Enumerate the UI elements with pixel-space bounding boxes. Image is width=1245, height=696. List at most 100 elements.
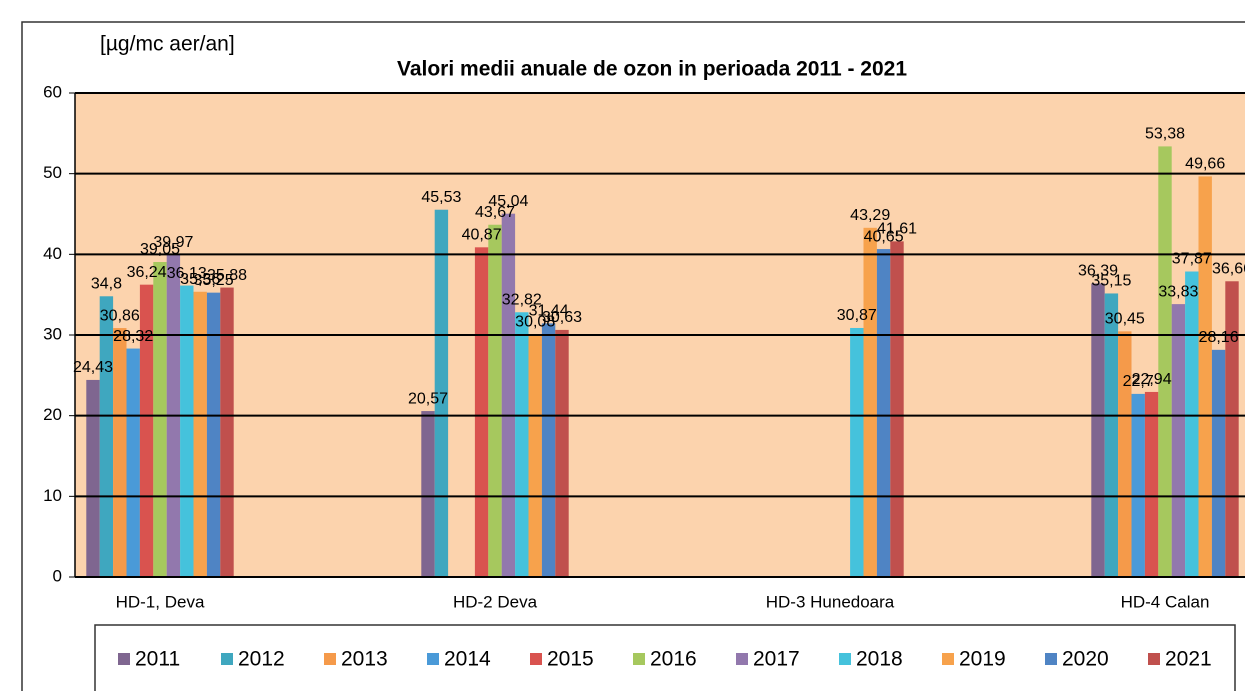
- bar: [515, 312, 529, 577]
- legend-swatch: [427, 653, 439, 665]
- legend-label: 2017: [753, 648, 800, 671]
- chart-title: Valori medii anuale de ozon in perioada …: [397, 58, 907, 81]
- legend-label: 2011: [135, 648, 180, 671]
- data-label: 28,32: [113, 328, 153, 345]
- data-label: 30,45: [1105, 311, 1145, 328]
- bar: [86, 379, 100, 577]
- bar: [1171, 304, 1186, 577]
- y-tick-label: 0: [53, 566, 62, 585]
- data-label: 32,82: [502, 291, 542, 308]
- bar: [99, 296, 114, 577]
- data-label: 35,88: [207, 267, 247, 284]
- bar: [1091, 283, 1105, 577]
- legend-swatch: [839, 653, 851, 665]
- bar: [206, 292, 221, 577]
- data-label: 43,67: [475, 204, 515, 221]
- bar: [180, 285, 194, 577]
- legend-label: 2016: [650, 648, 697, 671]
- data-label: 22,94: [1132, 371, 1172, 388]
- legend-label: 2021: [1165, 648, 1212, 671]
- legend-swatch: [633, 653, 645, 665]
- bar: [1211, 349, 1226, 577]
- data-label: 45,04: [488, 193, 528, 210]
- bar: [555, 329, 569, 577]
- data-label: 43,29: [850, 207, 890, 224]
- data-label: 33,83: [1158, 283, 1198, 300]
- bar: [1104, 293, 1119, 577]
- legend-label: 2015: [547, 648, 594, 671]
- y-tick-label: 20: [43, 405, 62, 424]
- data-label: 53,38: [1145, 126, 1185, 143]
- legend-swatch: [118, 653, 130, 665]
- data-label: 45,53: [421, 189, 461, 206]
- y-tick-label: 50: [43, 163, 62, 182]
- bar: [1225, 281, 1239, 577]
- data-label: 22,7: [1123, 373, 1154, 390]
- bar: [126, 348, 140, 577]
- data-label: 35,25: [194, 272, 234, 289]
- legend-label: 2013: [341, 648, 388, 671]
- legend-swatch: [736, 653, 748, 665]
- bar: [863, 227, 877, 577]
- data-label: 36,66: [1212, 260, 1245, 277]
- x-tick-label: HD-4 Calan: [1121, 592, 1210, 611]
- bar: [113, 328, 127, 577]
- bar: [1131, 393, 1145, 577]
- legend-swatch: [1045, 653, 1057, 665]
- bar: [474, 247, 489, 577]
- y-axis-label: [µg/mc aer/an]: [100, 33, 235, 56]
- data-label: 41,61: [877, 221, 917, 238]
- bar: [1118, 331, 1132, 577]
- legend-label: 2020: [1062, 648, 1109, 671]
- data-label: 36,24: [127, 264, 167, 281]
- data-label: 28,16: [1199, 329, 1239, 346]
- data-label: 20,57: [408, 390, 448, 407]
- legend-swatch: [1148, 653, 1160, 665]
- data-label: 30,86: [100, 307, 140, 324]
- legend-label: 2012: [238, 648, 285, 671]
- data-label: 34,8: [91, 275, 122, 292]
- data-label: 35,15: [1091, 273, 1131, 290]
- y-tick-label: 10: [43, 486, 62, 505]
- data-label: 36,39: [1078, 263, 1118, 280]
- bar: [1158, 146, 1172, 577]
- data-label: 35,36: [180, 271, 220, 288]
- data-label: 36,13: [167, 265, 207, 282]
- chart-frame: [21, 21, 1245, 696]
- y-tick-label: 30: [43, 324, 62, 343]
- legend-label: 2019: [959, 648, 1006, 671]
- legend-swatch: [221, 653, 233, 665]
- bar: [1185, 271, 1199, 577]
- bar: [193, 291, 207, 577]
- legend-label: 2018: [856, 648, 903, 671]
- legend-swatch: [530, 653, 542, 665]
- legend-swatch: [942, 653, 954, 665]
- data-label: 49,66: [1185, 156, 1225, 173]
- legend-swatch: [324, 653, 336, 665]
- data-label: 30,08: [515, 314, 555, 331]
- bar: [153, 261, 167, 577]
- data-label: 40,65: [864, 228, 904, 245]
- bar: [1198, 176, 1212, 577]
- bar: [501, 213, 516, 577]
- legend-label: 2014: [444, 648, 491, 671]
- bar: [890, 241, 904, 577]
- data-label: 31,44: [529, 303, 569, 320]
- data-label: 37,87: [1172, 251, 1212, 268]
- data-label: 30,63: [542, 309, 582, 326]
- bar: [434, 209, 449, 577]
- data-label: 40,87: [462, 227, 502, 244]
- bar: [139, 284, 154, 577]
- y-tick-label: 40: [43, 244, 62, 263]
- bar: [850, 327, 864, 577]
- bar: [1144, 391, 1159, 577]
- data-label: 30,87: [837, 307, 877, 324]
- data-label: 39,97: [153, 234, 193, 251]
- bar: [876, 249, 891, 577]
- bar: [541, 323, 556, 577]
- x-tick-label: HD-3 Hunedoara: [766, 592, 895, 611]
- bar: [220, 287, 234, 577]
- x-tick-label: HD-1, Deva: [116, 592, 205, 611]
- data-label: 24,43: [73, 359, 113, 376]
